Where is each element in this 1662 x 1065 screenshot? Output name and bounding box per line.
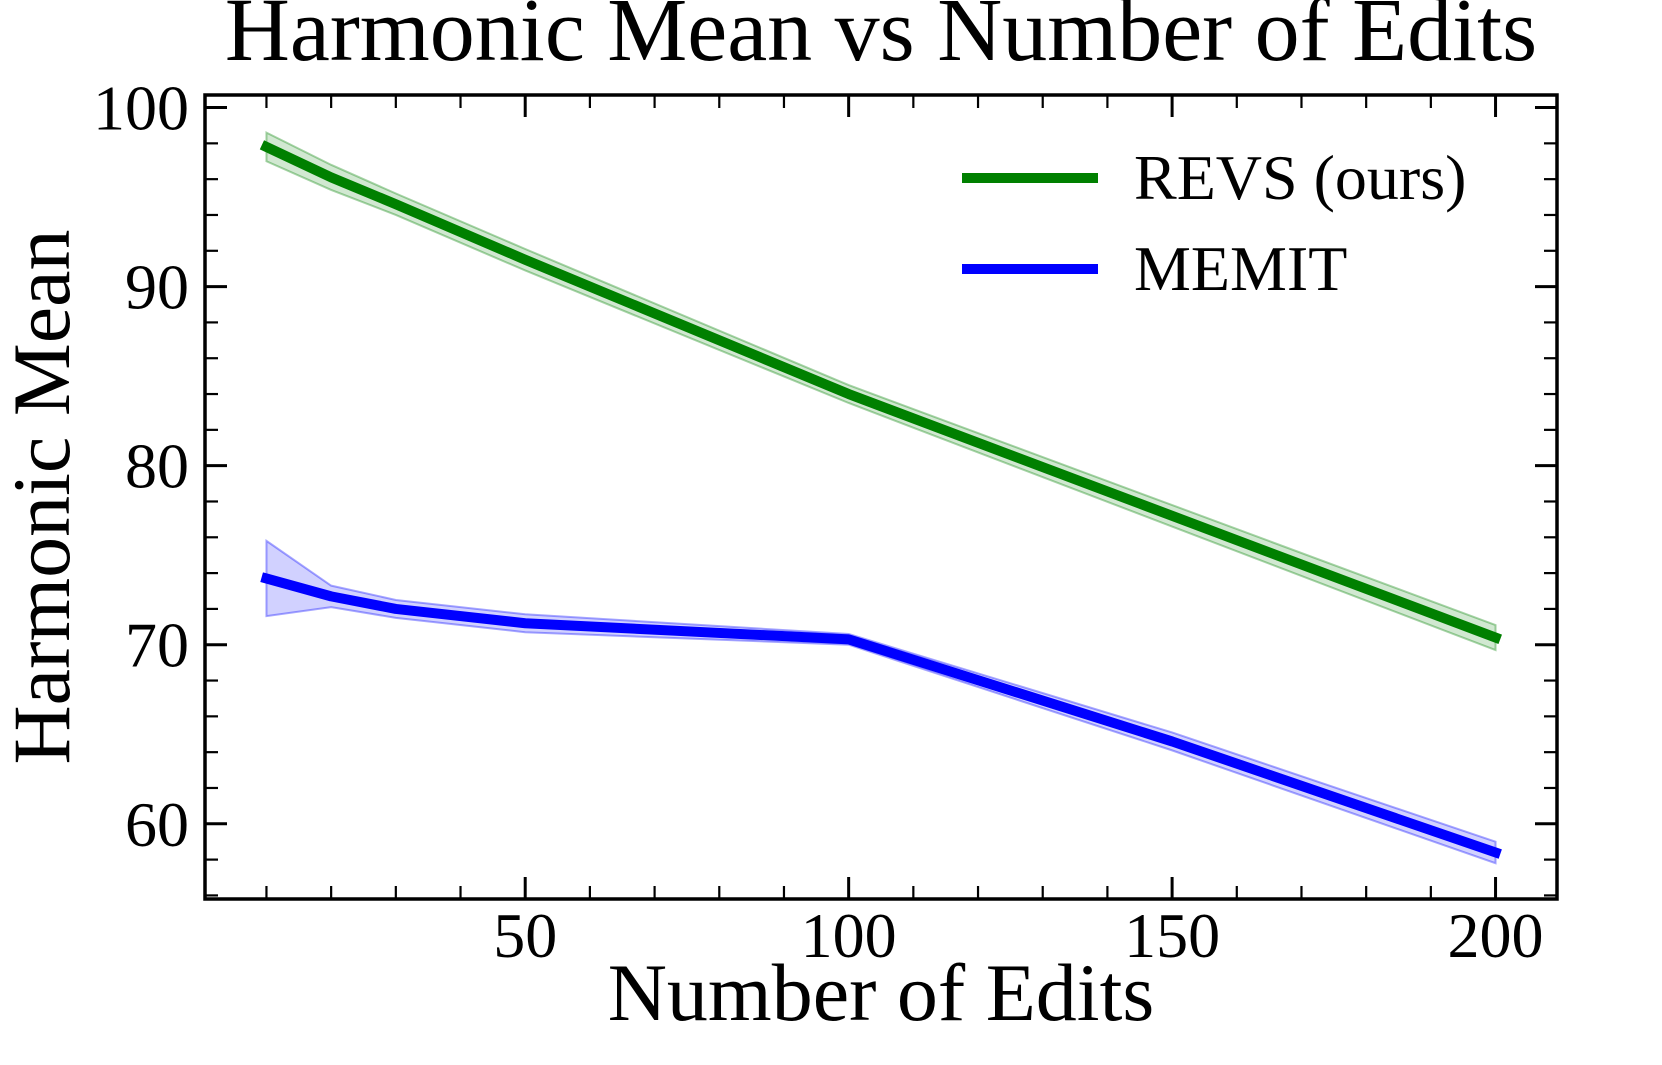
y-tick-label: 70: [125, 610, 189, 681]
legend-line-swatch: [962, 172, 1098, 183]
y-tick-label: 60: [125, 789, 189, 860]
series-line-1: [260, 572, 1502, 859]
legend-label: MEMIT: [1134, 232, 1348, 304]
x-tick-label: 100: [801, 900, 897, 971]
y-tick-label: 90: [125, 252, 189, 323]
y-tick-label: 80: [125, 431, 189, 502]
legend-line-swatch: [962, 263, 1098, 274]
legend-item-0: REVS (ours): [962, 132, 1466, 223]
x-axis-label: Number of Edits: [607, 947, 1155, 1038]
x-tick-label: 200: [1448, 900, 1544, 971]
legend-label: REVS (ours): [1134, 141, 1467, 213]
x-tick-label: 150: [1124, 900, 1220, 971]
series-line-0: [259, 140, 1502, 645]
confidence-band-1: [265, 538, 1497, 865]
legend-item-1: MEMIT: [962, 223, 1466, 314]
legend: REVS (ours) MEMIT: [962, 132, 1466, 314]
chart-title: Harmonic Mean vs Number of Edits: [224, 0, 1538, 80]
axes-frame: [203, 93, 1559, 901]
x-tick-label: 50: [493, 900, 557, 971]
y-tick-label: 100: [93, 73, 189, 144]
